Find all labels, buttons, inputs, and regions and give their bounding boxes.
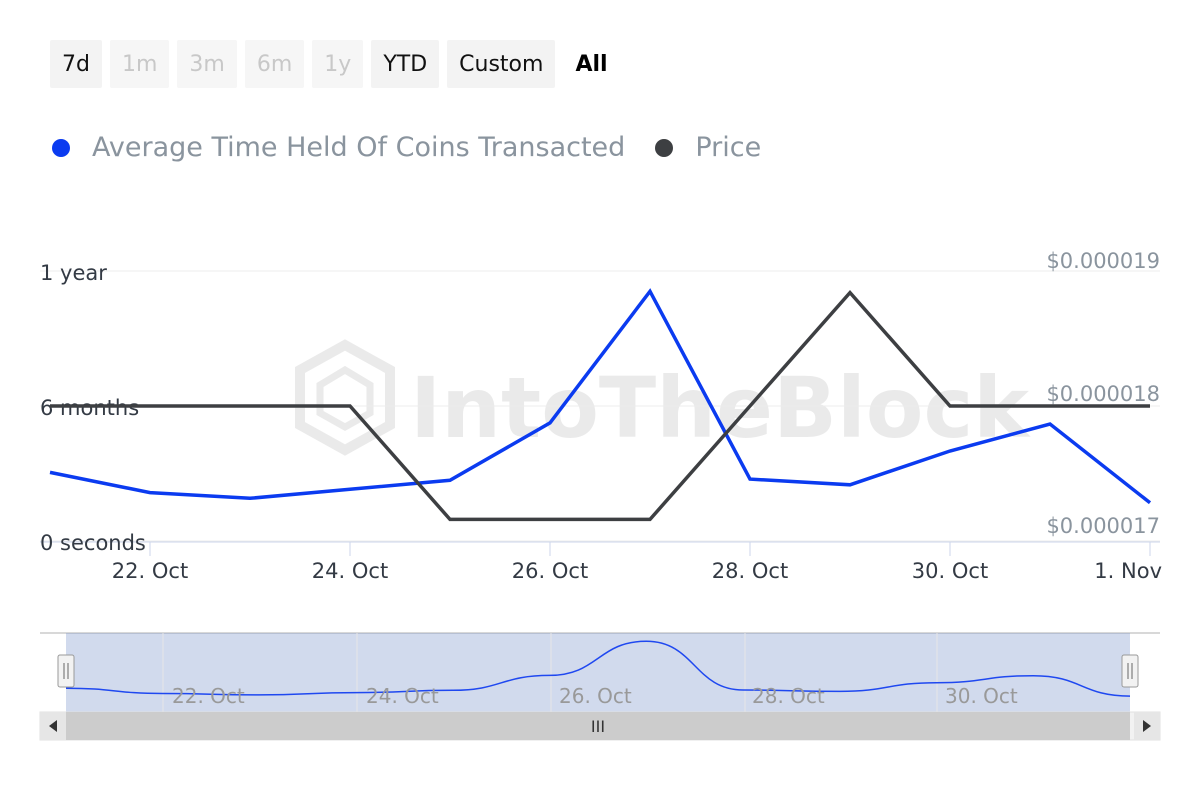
legend-item-avg-time[interactable]: Average Time Held Of Coins Transacted (52, 132, 625, 163)
y-axis-left: 0 seconds 6 months 1 year (40, 261, 146, 555)
y-axis-right: $0.000017 $0.000018 $0.000019 (1046, 249, 1160, 538)
handle-grip-icon (57, 654, 75, 688)
legend: Average Time Held Of Coins Transacted Pr… (52, 132, 791, 163)
y-right-tick-label: $0.000018 (1046, 382, 1160, 406)
x-tick-label: 28. Oct (712, 559, 788, 583)
legend-dot-icon (52, 138, 70, 157)
scrollbar-grip-icon: III (591, 717, 605, 736)
arrow-left-icon (49, 720, 57, 732)
range-button-3m[interactable]: 3m (177, 40, 237, 88)
x-tick-label: 22. Oct (112, 559, 188, 583)
navigator-handle-right[interactable] (1121, 654, 1139, 688)
arrow-right-icon (1143, 720, 1151, 732)
scrollbar[interactable]: III (39, 711, 1161, 741)
legend-item-price[interactable]: Price (655, 132, 761, 163)
range-button-6m[interactable]: 6m (244, 40, 305, 88)
y-left-tick-label: 0 seconds (40, 531, 146, 555)
legend-label-price: Price (695, 132, 762, 163)
x-axis: 22. Oct 24. Oct 26. Oct 28. Oct 30. Oct 1. No… (112, 542, 1162, 583)
y-left-tick-label: 1 year (40, 261, 107, 285)
navigator-tick-label: 28. Oct (752, 684, 825, 708)
series-line-avg-time (49, 288, 1152, 505)
navigator[interactable]: 22. Oct 24. Oct 26. Oct 28. Oct 30. Oct III (39, 632, 1161, 741)
watermark: IntoTheBlock (295, 339, 1031, 457)
y-right-tick-label: $0.000017 (1046, 514, 1160, 538)
range-button-ytd[interactable]: YTD (371, 40, 440, 88)
series-line-price (50, 289, 1150, 522)
x-tick-label: 24. Oct (312, 559, 388, 583)
handle-grip-icon (1121, 654, 1139, 688)
navigator-tick-label: 30. Oct (945, 684, 1018, 708)
x-tick-label: 26. Oct (512, 559, 588, 583)
legend-label-avg-time: Average Time Held Of Coins Transacted (92, 132, 626, 163)
navigator-tick-label: 26. Oct (559, 684, 632, 708)
range-button-7d[interactable]: 7d (50, 40, 102, 88)
navigator-mask (66, 633, 1130, 712)
y-right-tick-label: $0.000019 (1046, 249, 1160, 273)
navigator-tick-label: 24. Oct (366, 684, 439, 708)
navigator-handle-left[interactable] (57, 654, 75, 688)
range-button-custom[interactable]: Custom (447, 40, 556, 88)
y-left-tick-label: 6 months (40, 396, 139, 420)
navigator-tick-label: 22. Oct (172, 684, 245, 708)
series-group (49, 288, 1152, 522)
range-button-1y[interactable]: 1y (312, 40, 364, 88)
scrollbar-thumb (66, 712, 1130, 740)
range-selector: 7d 1m 3m 6m 1y YTD Custom All (50, 40, 620, 88)
x-tick-label: 30. Oct (912, 559, 988, 583)
legend-dot-icon (655, 138, 674, 157)
range-button-all[interactable]: All (575, 51, 608, 77)
range-button-1m[interactable]: 1m (109, 40, 170, 88)
watermark-text: IntoTheBlock (410, 359, 1031, 457)
navigator-series-line (65, 640, 1131, 697)
x-tick-label: 1. Nov (1094, 559, 1162, 583)
